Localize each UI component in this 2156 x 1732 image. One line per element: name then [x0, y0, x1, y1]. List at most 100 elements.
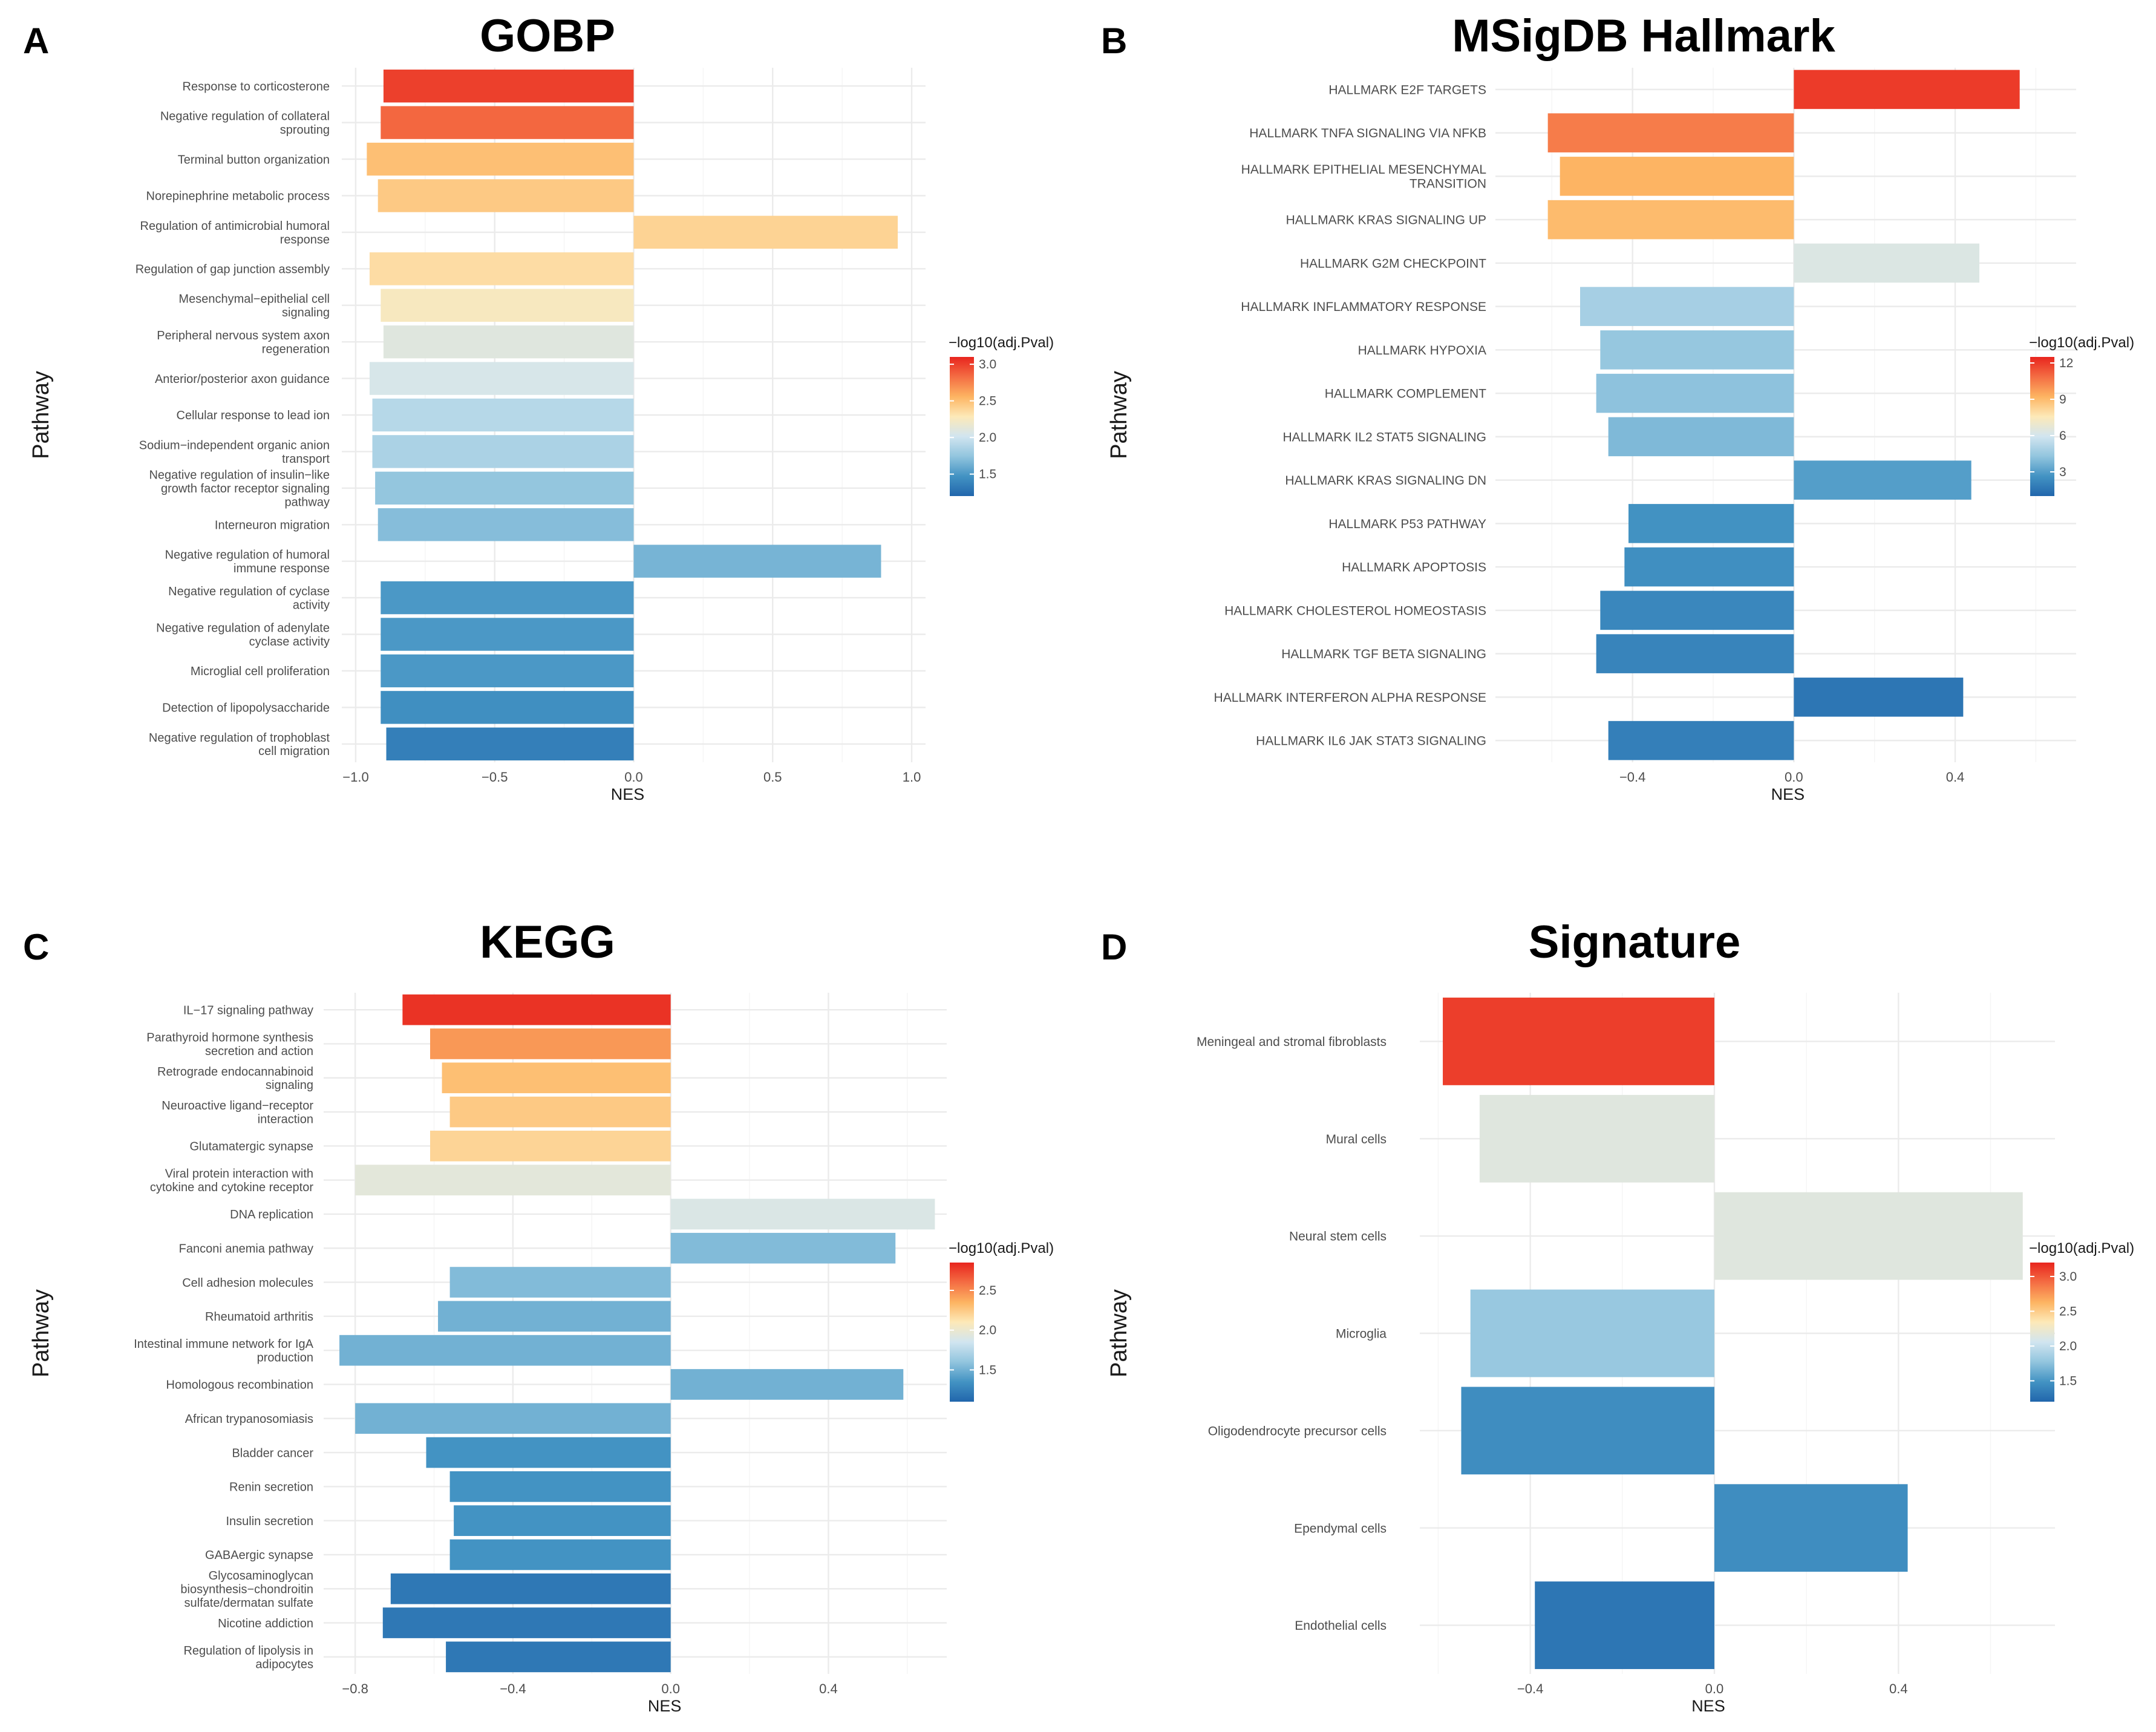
legend-colorbar	[950, 357, 974, 496]
category-label: Sodium−independent organic anion	[139, 439, 330, 452]
chart-title: MSigDB Hallmark	[1452, 10, 1835, 62]
bar	[355, 1165, 671, 1195]
category-label: cytokine and cytokine receptor	[150, 1181, 313, 1194]
bar	[1580, 287, 1794, 326]
legend-tick-label: 2.0	[979, 431, 996, 445]
bar	[369, 362, 634, 395]
category-label: Microglial cell proliferation	[191, 665, 330, 678]
category-label: cyclase activity	[249, 635, 330, 649]
panel-letter: C	[23, 927, 49, 967]
bar	[375, 471, 634, 505]
category-label: GABAergic synapse	[205, 1549, 313, 1562]
bar	[1479, 1094, 1714, 1183]
bar	[381, 691, 634, 724]
category-label: signaling	[282, 306, 330, 319]
y-axis-title: Pathway	[28, 371, 54, 459]
bar	[1608, 417, 1794, 457]
category-label: pathway	[285, 495, 330, 509]
category-label: Terminal button organization	[178, 153, 330, 166]
bar	[446, 1641, 671, 1673]
legend-tick-label: 2.0	[979, 1324, 996, 1338]
bar	[1461, 1387, 1714, 1475]
bar	[1443, 998, 1714, 1085]
category-label: Peripheral nervous system axon	[157, 329, 330, 342]
category-label: Mesenchymal−epithelial cell	[178, 293, 330, 306]
bar	[1794, 70, 2020, 109]
category-label: Cell adhesion molecules	[182, 1276, 313, 1290]
x-tick-label: 0.4	[1946, 770, 1965, 785]
category-label: regeneration	[262, 343, 330, 356]
legend-title: −log10(adj.Pval)	[2029, 1240, 2134, 1257]
bar	[381, 289, 634, 322]
category-label: Detection of lipopolysaccharide	[162, 702, 330, 715]
gobp-chart: A GOBP Response to corticosterone Negative …	[23, 10, 1054, 803]
bar	[367, 142, 634, 176]
x-tick-label: −0.5	[482, 770, 508, 785]
bar	[372, 398, 634, 432]
bar	[1794, 678, 1964, 717]
bar	[381, 581, 634, 615]
bar	[454, 1505, 671, 1536]
x-tick-label: −0.4	[500, 1681, 526, 1696]
category-label: HALLMARK P53 PATHWAY	[1328, 517, 1486, 531]
category-label: adipocytes	[255, 1658, 313, 1671]
x-tick-label: 0.4	[819, 1681, 838, 1696]
category-label: sulfate/dermatan sulfate	[185, 1596, 313, 1610]
bar	[449, 1539, 671, 1570]
bar	[1600, 590, 1794, 630]
bar	[377, 179, 634, 212]
category-label: Anterior/posterior axon guidance	[155, 373, 330, 386]
bar	[633, 215, 898, 249]
bar	[1714, 1484, 1908, 1572]
category-label: Negative regulation of adenylate	[156, 622, 330, 635]
category-label: Negative regulation of trophoblast	[149, 731, 330, 745]
category-label: HALLMARK E2F TARGETS	[1328, 83, 1486, 97]
category-label: Neuroactive ligand−receptor	[162, 1099, 313, 1113]
panel-d: D Signature Meningeal and stromal fibrobla…	[1078, 866, 2156, 1732]
x-tick-label: 0.0	[624, 770, 643, 785]
category-label: Negative regulation of humoral	[165, 549, 330, 562]
category-label: Retrograde endocannabinoid	[157, 1065, 313, 1079]
category-label: Nicotine addiction	[218, 1617, 313, 1630]
bar	[383, 70, 634, 103]
bar	[1628, 504, 1794, 543]
category-label: Endothelial cells	[1295, 1619, 1387, 1633]
hallmark-chart: B MSigDB Hallmark HALLMARK E2F TARGETS HALL…	[1101, 10, 2134, 803]
bar	[670, 1369, 904, 1400]
gridlines	[324, 993, 947, 1674]
panel-b: B MSigDB Hallmark HALLMARK E2F TARGETS HALL…	[1078, 0, 2156, 866]
x-axis-title: NES	[611, 785, 645, 803]
y-axis-title: Pathway	[28, 1289, 54, 1377]
bar	[386, 727, 634, 760]
bar	[1794, 460, 1971, 500]
legend-tick-label: 2.5	[979, 1284, 996, 1298]
category-label: Viral protein interaction with	[165, 1168, 313, 1181]
bar	[1624, 547, 1794, 587]
kegg-chart: C KEGG IL−17 signaling pathway Parathyroid …	[23, 917, 1054, 1715]
legend-colorbar	[2030, 357, 2054, 496]
x-axis-title: NES	[648, 1697, 682, 1715]
legend-tick-label: 2.5	[979, 394, 996, 408]
bar	[430, 1028, 671, 1059]
category-label: Negative regulation of collateral	[160, 110, 330, 123]
category-label: Microglia	[1336, 1327, 1387, 1341]
category-label: production	[257, 1351, 313, 1365]
bar	[1600, 330, 1794, 370]
category-label: Regulation of lipolysis in	[183, 1644, 313, 1658]
bar	[1547, 200, 1794, 240]
bar	[1794, 243, 1979, 283]
bar	[670, 1232, 896, 1264]
category-label: Rheumatoid arthritis	[205, 1310, 313, 1324]
bar	[390, 1573, 671, 1604]
category-label: HALLMARK HYPOXIA	[1358, 344, 1486, 358]
category-label: cell migration	[258, 745, 330, 758]
category-label: response	[280, 233, 330, 246]
legend-tick-label: 3	[2059, 465, 2066, 479]
panel-c: C KEGG IL−17 signaling pathway Parathyroid …	[0, 866, 1078, 1732]
x-tick-label: −0.4	[1619, 770, 1645, 785]
panel-letter: A	[23, 21, 49, 61]
x-tick-label: 0.0	[1705, 1681, 1724, 1696]
category-label: Meningeal and stromal fibroblasts	[1197, 1035, 1387, 1049]
category-label: TRANSITION	[1410, 177, 1486, 191]
category-label: Fanconi anemia pathway	[179, 1242, 313, 1255]
